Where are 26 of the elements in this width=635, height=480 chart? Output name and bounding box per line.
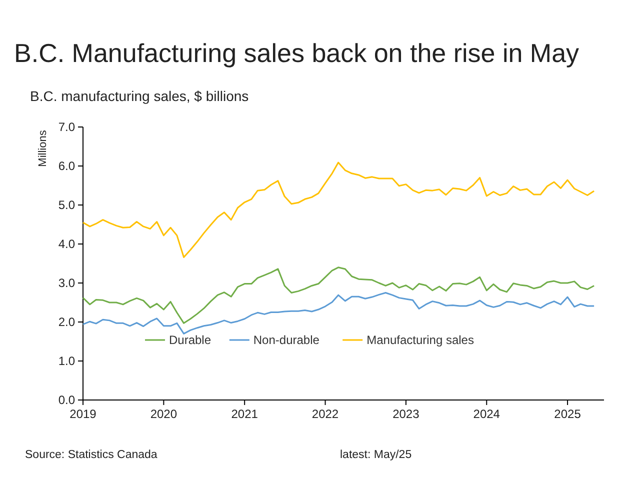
chart-subtitle: B.C. manufacturing sales, $ billions bbox=[30, 88, 249, 104]
y-tick-label: 1.0 bbox=[58, 354, 76, 368]
chart-title: B.C. Manufacturing sales back on the rise in May bbox=[14, 38, 580, 68]
y-tick-label: 3.0 bbox=[58, 276, 76, 290]
legend-label: Durable bbox=[169, 333, 212, 348]
y-tick-label: 7.0 bbox=[58, 120, 76, 134]
x-tick-label: 2022 bbox=[312, 407, 339, 421]
x-tick-label: 2019 bbox=[70, 407, 97, 421]
x-tick-label: 2020 bbox=[150, 407, 178, 421]
line-series bbox=[82, 162, 595, 258]
y-tick-label: 0.0 bbox=[58, 393, 76, 408]
x-tick-label: 2023 bbox=[392, 407, 420, 421]
legend-label: Non-durable bbox=[253, 333, 320, 348]
x-tick-label: 2021 bbox=[231, 407, 258, 421]
text: latest: May/25 bbox=[340, 449, 412, 461]
y-tick-label: 5.0 bbox=[58, 198, 76, 212]
line-series bbox=[82, 266, 595, 324]
y-tick-label: 4.0 bbox=[58, 237, 76, 252]
y-axis-title: Millions bbox=[37, 130, 49, 167]
x-tick-label: 2025 bbox=[554, 407, 582, 421]
legend-label: Manufacturing sales bbox=[366, 333, 474, 348]
x-tick-label: 2024 bbox=[473, 407, 500, 421]
source-note: Source: Statistics Canada bbox=[25, 449, 158, 461]
line-series bbox=[82, 292, 595, 334]
y-tick-label: 6.0 bbox=[58, 159, 76, 174]
y-tick-label: 2.0 bbox=[58, 315, 76, 330]
